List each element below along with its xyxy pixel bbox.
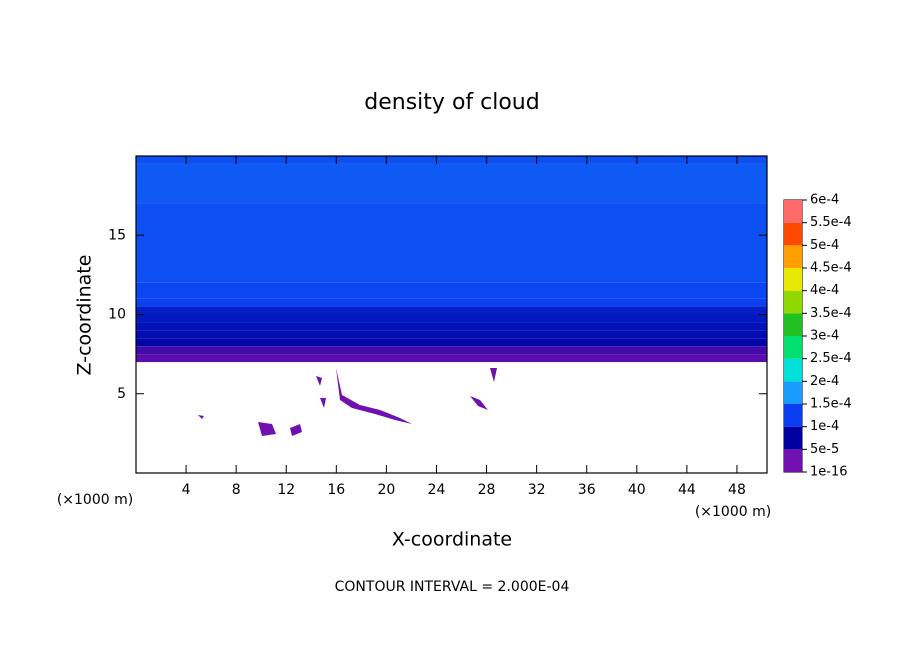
contour-band: [136, 163, 767, 204]
contour-band: [136, 282, 767, 299]
chart-title: density of cloud: [364, 90, 539, 115]
cloud-patch: [290, 424, 302, 436]
x-tick-label: 12: [277, 482, 295, 498]
colorbar-tick-label: 1e-4: [810, 419, 839, 434]
contour-band: [136, 322, 767, 331]
contour-band: [136, 346, 767, 355]
x-tick-label: 24: [428, 482, 446, 498]
y-tick-label: 15: [108, 227, 126, 243]
x-tick-label: 48: [728, 482, 746, 498]
colorbar-tick-label: 6e-4: [810, 193, 839, 208]
contour-band: [136, 330, 767, 339]
colorbar-tick-label: 5e-4: [810, 238, 839, 253]
x-tick-label: 36: [578, 482, 596, 498]
colorbar-tick-label: 4e-4: [810, 283, 839, 298]
cloud-patch: [316, 376, 322, 386]
footnote: CONTOUR INTERVAL = 2.000E-04: [335, 579, 570, 595]
colorbar-cell: [784, 336, 802, 359]
y-axis-label: Z-coordinate: [74, 255, 96, 376]
colorbar-cell: [784, 426, 802, 450]
colorbar-cell: [784, 245, 802, 268]
contour-band: [136, 156, 767, 164]
contour-band: [136, 306, 767, 315]
colorbar-cell: [784, 381, 802, 404]
colorbar-tick-label: 1.5e-4: [810, 397, 852, 412]
contour-field: [136, 156, 767, 363]
colorbar-tick-label: 2.5e-4: [810, 351, 852, 366]
x-tick-label: 16: [327, 482, 345, 498]
colorbar-tick-label: 4.5e-4: [810, 261, 852, 276]
cloud-patch: [490, 368, 497, 382]
colorbar-cell: [784, 200, 802, 223]
y-tick-label: 5: [117, 386, 126, 402]
x-unit-label: (×1000 m): [57, 492, 133, 508]
x-tick-label: 8: [232, 482, 241, 498]
colorbar-cell: [784, 268, 802, 291]
x-tick-label: 4: [182, 482, 191, 498]
colorbar-tick-label: 2e-4: [810, 374, 839, 389]
contour-band: [136, 338, 767, 347]
cloud-patch: [470, 396, 488, 410]
x-tick-label: 32: [528, 482, 546, 498]
colorbar-tick-label: 5.5e-4: [810, 215, 852, 230]
x-tick-label: 44: [678, 482, 696, 498]
contour-band: [136, 314, 767, 323]
colorbar-cell: [784, 358, 802, 382]
colorbar-tick-label: 3.5e-4: [810, 306, 852, 321]
cloud-patch: [258, 422, 276, 436]
colorbar-tick-label: 5e-5: [810, 442, 839, 457]
colorbar-cell: [784, 449, 802, 472]
contour-band: [136, 298, 767, 307]
x-tick-label: 28: [478, 482, 496, 498]
colorbar-cell: [784, 290, 802, 314]
colorbar-cell: [784, 404, 802, 427]
cloud-patches: [198, 368, 497, 436]
colorbar-cell: [784, 313, 802, 336]
cloud-patch: [198, 415, 204, 419]
x-tick-label: 40: [628, 482, 646, 498]
contour-band: [136, 203, 767, 283]
contour-band: [136, 354, 767, 363]
x-axis-label: X-coordinate: [392, 529, 512, 551]
x-unit-label: (×1000 m): [695, 504, 771, 520]
colorbar-tick-label: 1e-16: [810, 465, 848, 480]
cloud-patch: [320, 398, 326, 408]
cloud-patch: [336, 368, 412, 424]
colorbar-cell: [784, 222, 802, 246]
y-tick-label: 10: [108, 307, 126, 323]
colorbar-tick-label: 3e-4: [810, 329, 839, 344]
x-tick-label: 20: [377, 482, 395, 498]
